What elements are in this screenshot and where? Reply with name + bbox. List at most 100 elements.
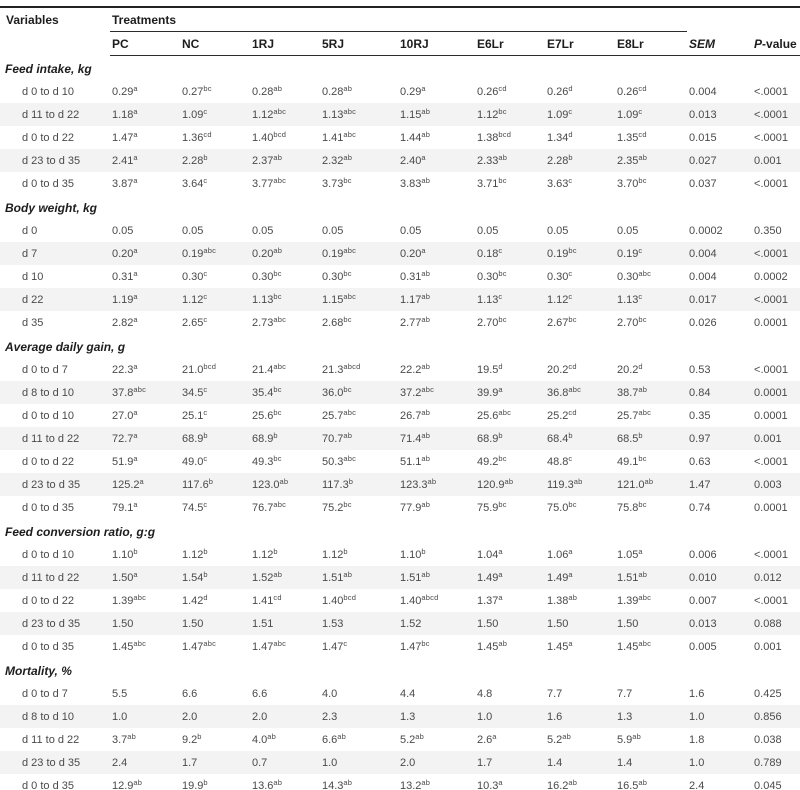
significance-superscript: bc [498, 176, 507, 185]
table-cell: 1.12c [180, 288, 250, 311]
significance-superscript: a [133, 153, 138, 162]
table-cell: 0.19abc [180, 242, 250, 265]
significance-superscript: abc [638, 639, 652, 648]
table-cell: 1.12abc [250, 103, 320, 126]
table-cell: 1.42d [182, 593, 208, 607]
table-cell: 16.2ab [547, 777, 578, 790]
significance-superscript: a [498, 547, 503, 556]
significance-superscript: ab [279, 477, 289, 486]
table-cell: 0.28ab [252, 84, 283, 98]
significance-superscript: a [133, 84, 138, 93]
significance-superscript: ab [421, 362, 431, 371]
significance-superscript: b [203, 570, 208, 579]
significance-superscript: c [638, 292, 643, 301]
table-cell: <.0001 [754, 86, 788, 98]
table-row: d 0 to d 22 1.47a 1.36cd 1.40bcd 1.41abc 1.44… [0, 126, 800, 149]
table-cell: 0.29a [400, 84, 426, 98]
table-cell: <.0001 [754, 595, 788, 607]
significance-superscript: bc [638, 315, 647, 324]
table-cell: 121.0ab [615, 473, 688, 496]
table-cell: 3.83ab [400, 176, 431, 190]
row-label: d 23 to d 35 [0, 612, 110, 635]
significance-superscript: a [133, 315, 138, 324]
table-cell: 1.09c [180, 103, 250, 126]
table-cell: 1.3 [398, 705, 475, 728]
table-cell: 0.19bc [545, 242, 615, 265]
table-cell: <.0001 [752, 288, 800, 311]
table-cell: 0.001 [754, 641, 782, 653]
significance-superscript: bc [498, 454, 507, 463]
table-cell: 2.73abc [252, 315, 287, 329]
table-cell: 1.35cd [617, 130, 647, 144]
table-cell: 0.26cd [617, 84, 647, 98]
table-cell: 1.19a [110, 288, 180, 311]
col-header-e7lr: E7Lr [545, 31, 615, 56]
table-cell: 25.7abc [617, 408, 652, 422]
row-label: d 0 to d 10 [22, 86, 74, 98]
table-cell: 1.51 [250, 612, 320, 635]
significance-superscript: bcd [273, 130, 287, 139]
significance-superscript: cd [568, 408, 577, 417]
table-cell: 1.04a [477, 547, 503, 561]
table-cell: 75.9bc [477, 500, 507, 514]
table-cell: 6.6ab [322, 732, 347, 746]
table-cell: 22.3a [112, 362, 138, 376]
table-cell: 1.12b [182, 547, 208, 561]
significance-superscript: d [203, 593, 208, 602]
table-cell: <.0001 [752, 242, 800, 265]
table-cell: 25.7abc [322, 408, 357, 422]
table-row: d 0 to d 22 1.39abc 1.42d 1.41cd 1.40bcd 1.40… [0, 589, 800, 612]
significance-superscript: a [133, 500, 138, 509]
table-cell: 0.0001 [754, 317, 788, 329]
table-cell: 76.7abc [252, 500, 287, 514]
table-cell: 4.0ab [252, 732, 277, 746]
table-cell: 0.037 [689, 178, 717, 190]
table-cell: 1.38bcd [477, 130, 512, 144]
significance-superscript: bcd [343, 593, 357, 602]
table-cell: 1.47 [687, 473, 753, 496]
table-cell: 1.15abc [320, 288, 398, 311]
table-cell: 2.33ab [475, 149, 545, 172]
col-header-sem: SEM [687, 31, 753, 56]
table-cell: 119.3ab [545, 473, 615, 496]
significance-superscript: ab [498, 639, 508, 648]
significance-superscript: ab [638, 385, 648, 394]
table-cell: 0.18c [475, 242, 545, 265]
table-cell: 25.6bc [252, 408, 282, 422]
table-cell: 0.001 [752, 427, 800, 450]
table-row: d 23 to d 35 2.41a 2.28b 2.37ab 2.32ab 2.40a 2… [0, 149, 800, 172]
significance-superscript: cd [203, 130, 212, 139]
table-cell: 1.8 [689, 734, 705, 746]
table-cell: 1.47abc [252, 639, 287, 653]
col-header-5rj: 5RJ [320, 31, 398, 56]
significance-superscript: c [568, 269, 573, 278]
significance-superscript: b [343, 547, 348, 556]
significance-superscript: ab [568, 593, 578, 602]
table-cell: 68.9b [475, 427, 545, 450]
table-cell: 2.65c [182, 315, 208, 329]
table-cell: 123.0ab [250, 473, 320, 496]
row-label: d 0 to d 7 [22, 688, 68, 700]
significance-superscript: bc [343, 315, 352, 324]
treatment-header-row: PC NC 1RJ 5RJ 10RJ E6Lr E7Lr E8Lr SEM P-… [0, 31, 800, 56]
table-cell: 0.004 [689, 86, 717, 98]
significance-superscript: a [133, 454, 138, 463]
table-cell: 1.13c [475, 288, 545, 311]
significance-superscript: c [203, 315, 208, 324]
table-cell: 2.0 [180, 705, 250, 728]
section-title: Mortality, % [0, 658, 800, 682]
table-cell: 2.32ab [320, 149, 398, 172]
table-body: Feed intake, kg d 0 to d 10 0.29a 0.27bc 0.2… [0, 55, 800, 790]
table-cell: 1.40bcd [252, 130, 287, 144]
significance-superscript: ab [421, 454, 431, 463]
significance-superscript: bc [273, 454, 282, 463]
table-row: d 23 to d 35 2.4 1.7 0.7 1.0 2.0 1.7 1.4 1.4 1.0 0… [0, 751, 800, 774]
table-cell: 1.13c [615, 288, 688, 311]
table-cell: 1.49a [475, 566, 545, 589]
significance-superscript: ab [638, 153, 648, 162]
significance-superscript: ab [421, 107, 431, 116]
significance-superscript: b [568, 431, 573, 440]
row-label: d 11 to d 22 [0, 427, 110, 450]
table-cell: 0.015 [689, 132, 717, 144]
significance-superscript: a [638, 547, 643, 556]
